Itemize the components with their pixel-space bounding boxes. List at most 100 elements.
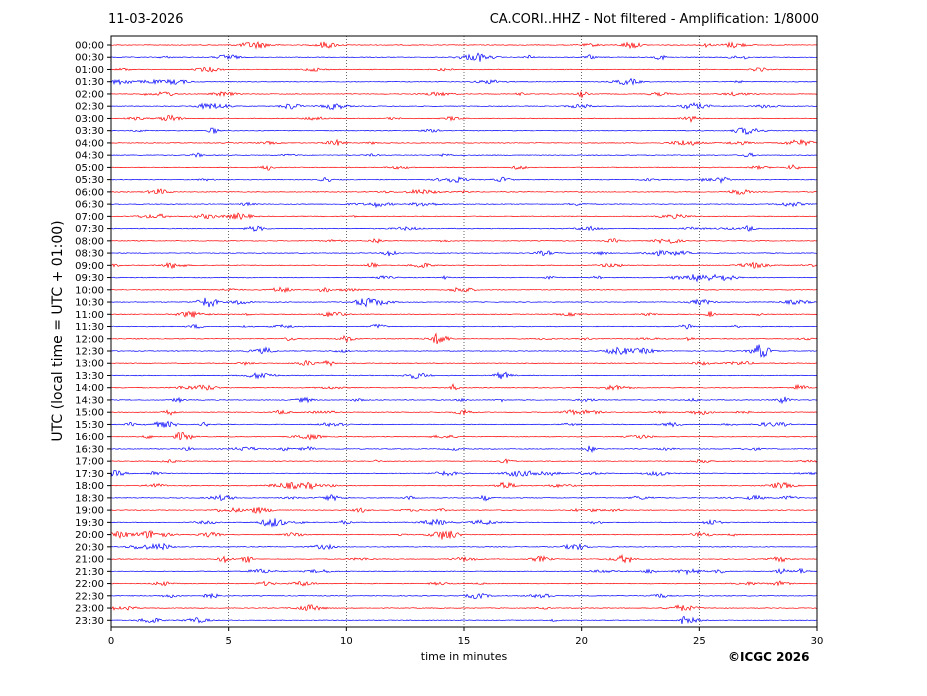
y-tick-label-34: 17:00 xyxy=(75,457,104,468)
y-tick-label-41: 20:30 xyxy=(75,542,104,553)
y-tick-label-29: 14:30 xyxy=(75,395,104,406)
trace-0200 xyxy=(110,91,818,99)
y-tick-label-45: 22:30 xyxy=(75,591,104,602)
trace-2230 xyxy=(110,592,818,600)
date-label: 11-03-2026 xyxy=(108,12,184,27)
plot-frame xyxy=(110,35,818,628)
trace-0700 xyxy=(110,212,818,221)
x-tick-label-6: 30 xyxy=(811,636,824,647)
y-tick-label-26: 13:00 xyxy=(75,359,104,370)
trace-0030 xyxy=(110,52,818,62)
trace-2100 xyxy=(110,553,818,564)
y-tick-label-3: 01:30 xyxy=(75,77,104,88)
y-tick-label-27: 13:30 xyxy=(75,371,104,382)
trace-0500 xyxy=(110,164,818,171)
y-tick-label-44: 22:00 xyxy=(75,579,104,590)
y-tick-label-10: 05:00 xyxy=(75,163,104,174)
y-tick-label-18: 09:00 xyxy=(75,261,104,272)
y-tick-label-47: 23:30 xyxy=(75,616,104,627)
copyright-label: ©ICGC 2026 xyxy=(728,650,810,664)
y-tick-label-0: 00:00 xyxy=(75,41,104,52)
y-tick-label-9: 04:30 xyxy=(75,151,104,162)
y-tick-label-4: 02:00 xyxy=(75,89,104,100)
trace-1930 xyxy=(110,518,818,528)
y-tick-label-16: 08:00 xyxy=(75,236,104,247)
trace-1500 xyxy=(110,408,818,416)
x-tick-label-0: 0 xyxy=(108,636,114,647)
trace-0800 xyxy=(110,238,818,244)
x-tick-label-2: 10 xyxy=(340,636,353,647)
trace-1730 xyxy=(110,470,818,477)
y-tick-label-40: 20:00 xyxy=(75,530,104,541)
trace-1630 xyxy=(110,445,818,454)
y-tick-label-6: 03:00 xyxy=(75,114,104,125)
y-tick-label-24: 12:00 xyxy=(75,334,104,345)
y-tick-label-7: 03:30 xyxy=(75,126,104,137)
y-tick-label-14: 07:00 xyxy=(75,212,104,223)
trace-0230 xyxy=(110,102,818,111)
x-axis-label: time in minutes xyxy=(421,650,508,663)
trace-1830 xyxy=(110,493,818,502)
y-tick-label-13: 06:30 xyxy=(75,200,104,211)
y-tick-label-20: 10:00 xyxy=(75,285,104,296)
trace-1200 xyxy=(110,332,818,345)
trace-1330 xyxy=(111,371,818,380)
x-tick-label-3: 15 xyxy=(458,636,471,647)
trace-0900 xyxy=(110,261,818,270)
y-tick-label-28: 14:00 xyxy=(75,383,104,394)
trace-1100 xyxy=(110,310,818,318)
trace-0130 xyxy=(110,77,818,86)
y-axis-label: UTC (local time = UTC + 01:00) xyxy=(50,220,66,441)
y-tick-label-30: 15:00 xyxy=(75,408,104,419)
trace-0100 xyxy=(110,66,818,73)
y-tick-label-38: 19:00 xyxy=(75,506,104,517)
trace-1600 xyxy=(110,431,818,441)
trace-0730 xyxy=(110,225,818,232)
trace-1000 xyxy=(110,286,818,294)
trace-2330 xyxy=(110,615,818,624)
trace-2000 xyxy=(110,530,818,540)
trace-0930 xyxy=(110,273,818,283)
y-tick-label-25: 12:30 xyxy=(75,347,104,358)
y-tick-label-23: 11:30 xyxy=(75,322,104,333)
x-tick-label-4: 20 xyxy=(575,636,588,647)
y-tick-label-8: 04:00 xyxy=(75,138,104,149)
trace-1230 xyxy=(110,344,818,359)
trace-1300 xyxy=(110,359,818,367)
y-tick-label-11: 05:30 xyxy=(75,175,104,186)
trace-2300 xyxy=(110,604,818,612)
trace-0530 xyxy=(110,176,818,185)
y-tick-label-31: 15:30 xyxy=(75,420,104,431)
trace-1130 xyxy=(110,323,818,330)
y-tick-label-32: 16:00 xyxy=(75,432,104,443)
y-tick-label-19: 09:30 xyxy=(75,273,104,284)
y-tick-label-2: 01:00 xyxy=(75,65,104,76)
y-tick-label-5: 02:30 xyxy=(75,102,104,113)
y-tick-label-33: 16:30 xyxy=(75,444,104,455)
trace-0400 xyxy=(110,138,818,147)
x-tick-label-5: 25 xyxy=(693,636,706,647)
x-tick-label-1: 5 xyxy=(225,636,231,647)
trace-1030 xyxy=(110,297,818,308)
trace-1800 xyxy=(110,481,818,491)
trace-0630 xyxy=(110,201,818,209)
y-tick-label-35: 17:30 xyxy=(75,469,104,480)
trace-1430 xyxy=(110,396,818,405)
trace-2200 xyxy=(110,580,818,587)
trace-1400 xyxy=(110,383,818,391)
trace-1530 xyxy=(110,420,818,428)
y-tick-label-36: 18:00 xyxy=(75,481,104,492)
trace-1900 xyxy=(110,507,818,514)
y-tick-label-43: 21:30 xyxy=(75,567,104,578)
trace-0300 xyxy=(110,114,818,123)
x-axis: 0 5 10 15 20 25 30 xyxy=(108,627,824,647)
trace-1700 xyxy=(110,458,818,465)
y-tick-label-42: 21:00 xyxy=(75,555,104,566)
y-tick-label-21: 10:30 xyxy=(75,298,104,309)
grid-lines xyxy=(228,36,700,627)
trace-0600 xyxy=(110,188,818,196)
trace-group xyxy=(110,41,818,624)
y-tick-label-39: 19:30 xyxy=(75,518,104,529)
